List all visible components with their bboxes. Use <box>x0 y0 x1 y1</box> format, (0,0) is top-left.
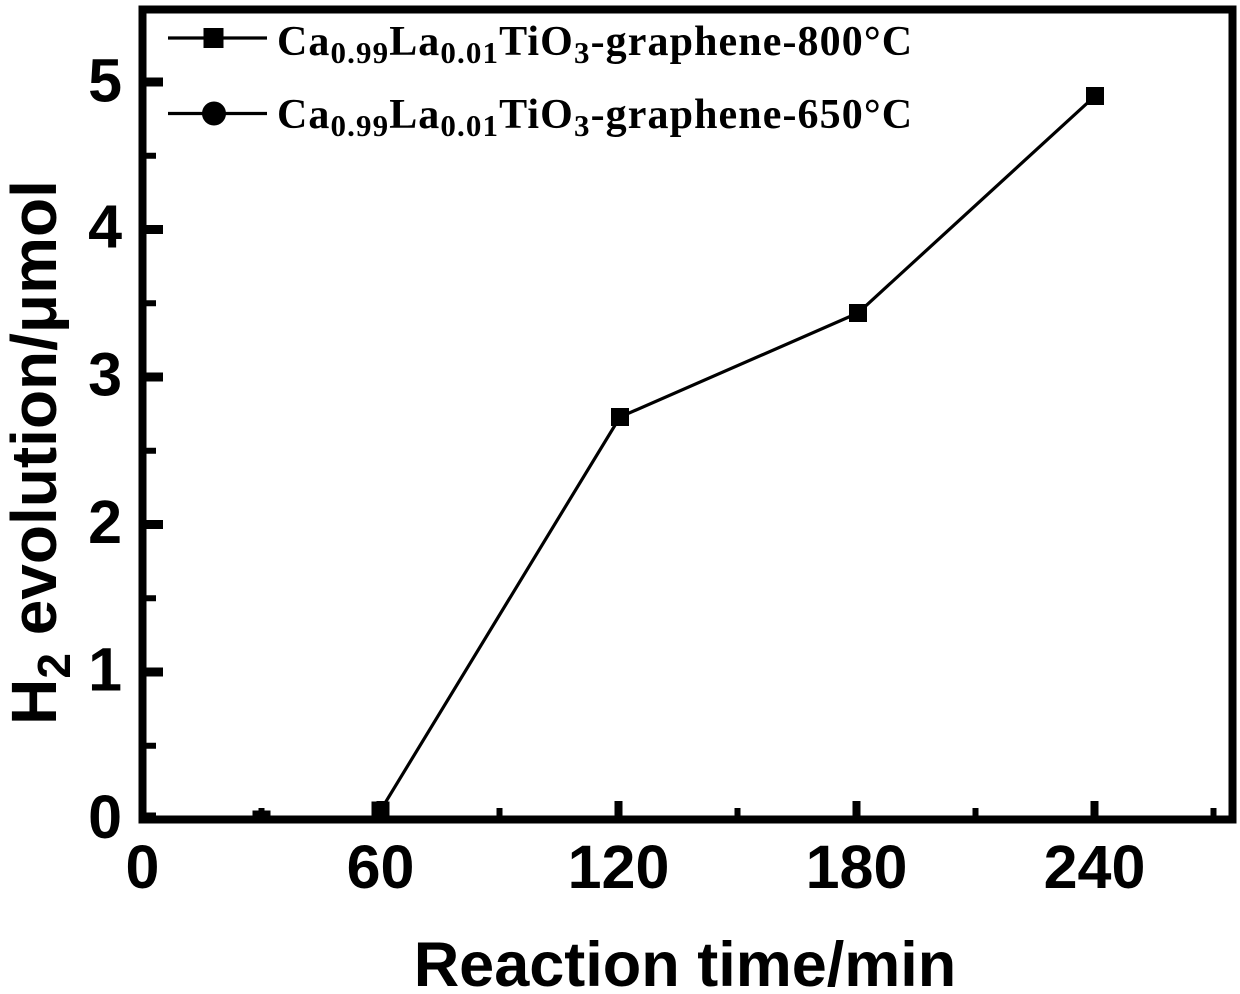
svg-text:120: 120 <box>568 833 670 901</box>
svg-text:240: 240 <box>1044 833 1146 901</box>
svg-text:1: 1 <box>88 636 122 704</box>
svg-text:4: 4 <box>88 193 122 261</box>
svg-text:3: 3 <box>88 341 122 409</box>
svg-text:0: 0 <box>126 833 160 901</box>
svg-text:Reaction time/min: Reaction time/min <box>414 930 957 994</box>
svg-text:H2 evolution/μmol: H2 evolution/μmol <box>0 180 80 725</box>
svg-text:60: 60 <box>347 833 415 901</box>
svg-text:0: 0 <box>88 783 122 851</box>
svg-text:Ca0.99La0.01TiO3-graphene-800°: Ca0.99La0.01TiO3-graphene-800°C <box>277 19 913 70</box>
svg-text:180: 180 <box>806 833 908 901</box>
svg-text:Ca0.99La0.01TiO3-graphene-650°: Ca0.99La0.01TiO3-graphene-650°C <box>277 92 913 143</box>
svg-text:5: 5 <box>88 47 122 115</box>
svg-text:2: 2 <box>88 488 122 556</box>
